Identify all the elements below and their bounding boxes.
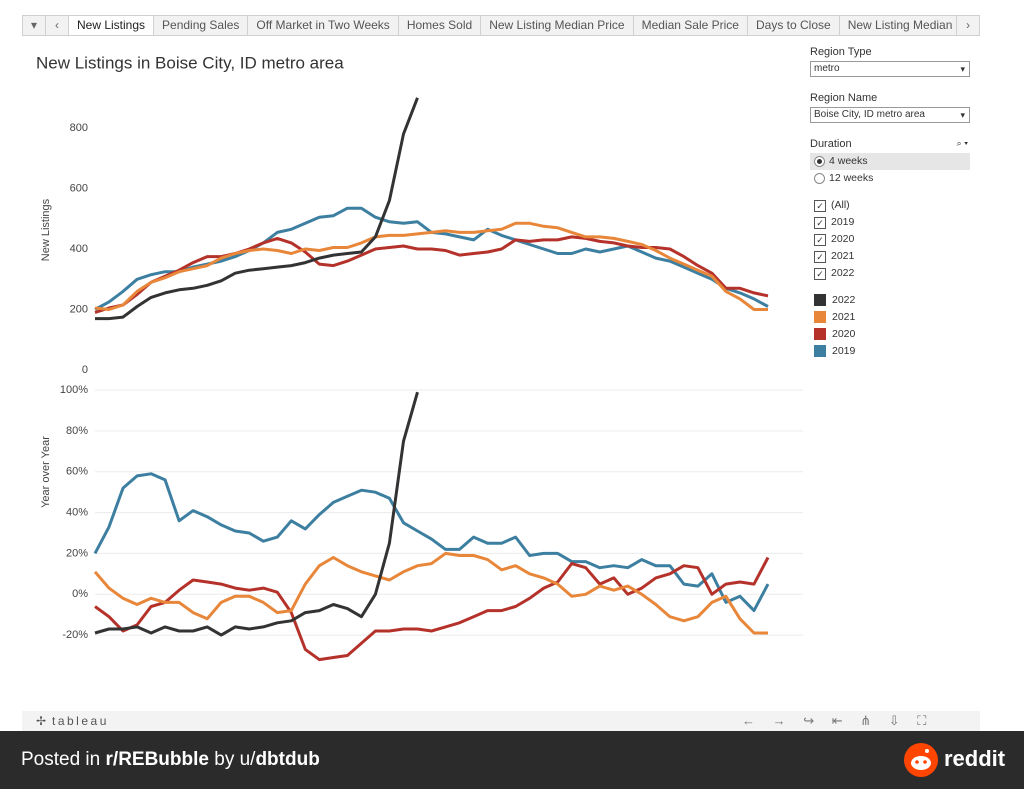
series-line bbox=[94, 221, 768, 311]
legend-label: 2019 bbox=[832, 344, 856, 357]
filter-label: Duration ⌕ ▾ bbox=[810, 138, 970, 150]
legend-item: 2019 bbox=[810, 342, 970, 359]
y-tick-label: 20% bbox=[66, 547, 88, 559]
legend-swatch bbox=[814, 327, 826, 340]
y-tick-label: 0% bbox=[72, 588, 88, 600]
tab-bar: ▾ ‹ New Listings Pending Sales Off Market … bbox=[22, 15, 980, 36]
toolbar: ✢ tableau ← → ↪ ⇤ ⋔ ⇩ ⛶ bbox=[22, 711, 980, 731]
option-label: 12 weeks bbox=[829, 172, 874, 184]
legend-item: 2021 bbox=[810, 308, 970, 325]
checkbox[interactable]: ✓ bbox=[814, 250, 826, 263]
checkbox-option[interactable]: ✓ 2021 bbox=[810, 248, 970, 265]
option-label: 2021 bbox=[831, 250, 855, 262]
banner-text: Posted in r/REBubble by u/dbtdub bbox=[21, 749, 320, 771]
y-axis-title: New Listings bbox=[40, 198, 52, 261]
text: Posted in bbox=[21, 749, 101, 770]
legend-label: 2022 bbox=[832, 293, 856, 306]
y-tick-label: 0 bbox=[82, 364, 88, 376]
label-text: Duration bbox=[810, 138, 852, 150]
series-line bbox=[94, 556, 770, 662]
y-axis-title: Year over Year bbox=[40, 436, 52, 508]
toolbar-buttons[interactable]: ← → ↪ ⇤ ⋔ ⇩ ⛶ bbox=[742, 713, 927, 728]
y-tick-label: 100% bbox=[60, 384, 88, 396]
tab[interactable]: New Listings bbox=[69, 16, 155, 35]
series-line bbox=[94, 235, 769, 314]
series-line bbox=[93, 472, 770, 613]
brand: reddit bbox=[944, 746, 1006, 771]
banner: Posted in r/REBubble by u/dbtdub reddit bbox=[0, 731, 1024, 789]
search-icon[interactable]: ⌕ ▾ bbox=[956, 138, 968, 148]
tab[interactable]: Days to Close bbox=[748, 16, 840, 35]
series-line bbox=[94, 391, 419, 637]
checkbox[interactable]: ✓ bbox=[814, 233, 826, 246]
y-tick-label: 200 bbox=[70, 303, 88, 315]
option-label: (All) bbox=[831, 199, 850, 211]
radio-group: 4 weeks 12 weeks bbox=[810, 153, 970, 187]
series-line bbox=[93, 551, 768, 635]
tab-prev[interactable]: ‹ bbox=[46, 16, 69, 35]
chart-area: New Listings in Boise City, ID metro are… bbox=[36, 53, 803, 662]
tab[interactable]: Homes Sold bbox=[399, 16, 482, 35]
legend-swatch bbox=[814, 344, 826, 357]
y-tick-label: 800 bbox=[70, 122, 88, 134]
checkbox-group: ✓ (All) ✓ 2019 ✓ 2020 ✓ 2021 ✓ 2022 bbox=[810, 197, 970, 282]
tab[interactable]: Off Market in Two Weeks bbox=[248, 16, 399, 35]
checkbox[interactable]: ✓ bbox=[814, 199, 826, 212]
tab[interactable]: New Listing Median Price bbox=[481, 16, 634, 35]
text: by u/ bbox=[214, 749, 256, 770]
logo-icon: ✢ bbox=[36, 714, 47, 728]
filter-label: Region Name bbox=[810, 92, 878, 104]
y-tick-label: 400 bbox=[70, 243, 88, 255]
tab-strip: New Listings Pending Sales Off Market in T… bbox=[69, 16, 956, 35]
y-tick-label: 60% bbox=[66, 466, 88, 478]
subreddit[interactable]: r/REBubble bbox=[105, 749, 209, 770]
chart-title: New Listings in Boise City, ID metro are… bbox=[36, 53, 344, 72]
option-label: 2020 bbox=[831, 233, 855, 245]
checkbox-option[interactable]: ✓ (All) bbox=[810, 197, 970, 214]
legend-swatch bbox=[814, 293, 826, 306]
tab[interactable]: Pending Sales bbox=[154, 16, 249, 35]
radio-option[interactable]: 4 weeks bbox=[810, 153, 970, 170]
checkbox[interactable]: ✓ bbox=[814, 267, 826, 280]
tab[interactable]: Median Sale Price bbox=[634, 16, 748, 35]
reddit-icon bbox=[904, 743, 938, 777]
dropdown[interactable]: metro bbox=[810, 61, 970, 77]
logo: tableau bbox=[52, 714, 109, 728]
checkbox-option[interactable]: ✓ 2022 bbox=[810, 265, 970, 282]
option-label: 4 weeks bbox=[829, 155, 868, 167]
username[interactable]: dbtdub bbox=[255, 749, 320, 770]
legend-item: 2020 bbox=[810, 325, 970, 342]
tab-next[interactable]: › bbox=[956, 16, 979, 35]
y-tick-label: 80% bbox=[66, 425, 88, 437]
radio-option[interactable]: 12 weeks bbox=[810, 170, 970, 187]
option-label: 2022 bbox=[831, 267, 855, 279]
legend-label: 2021 bbox=[832, 310, 856, 323]
y-tick-label: 40% bbox=[66, 507, 88, 519]
dropdown[interactable]: Boise City, ID metro area bbox=[810, 107, 970, 123]
radio[interactable] bbox=[814, 156, 825, 167]
sidebar: Region Type metro Region Name Boise City… bbox=[810, 46, 970, 359]
radio[interactable] bbox=[814, 173, 825, 184]
checkbox[interactable]: ✓ bbox=[814, 216, 826, 229]
option-label: 2019 bbox=[831, 216, 855, 228]
series-line bbox=[94, 206, 769, 311]
legend: 2022 2021 2020 2019 bbox=[810, 291, 970, 359]
checkbox-option[interactable]: ✓ 2019 bbox=[810, 214, 970, 231]
checkbox-option[interactable]: ✓ 2020 bbox=[810, 231, 970, 248]
y-tick-label: -20% bbox=[62, 629, 88, 641]
series-line bbox=[95, 97, 419, 321]
legend-label: 2020 bbox=[832, 327, 856, 340]
y-tick-label: 600 bbox=[70, 182, 88, 194]
filter-label: Region Type bbox=[810, 46, 872, 58]
legend-swatch bbox=[814, 310, 826, 323]
legend-item: 2022 bbox=[810, 291, 970, 308]
tab[interactable]: New Listing Median PPSF bbox=[840, 16, 956, 35]
tab-menu[interactable]: ▾ bbox=[23, 16, 46, 35]
